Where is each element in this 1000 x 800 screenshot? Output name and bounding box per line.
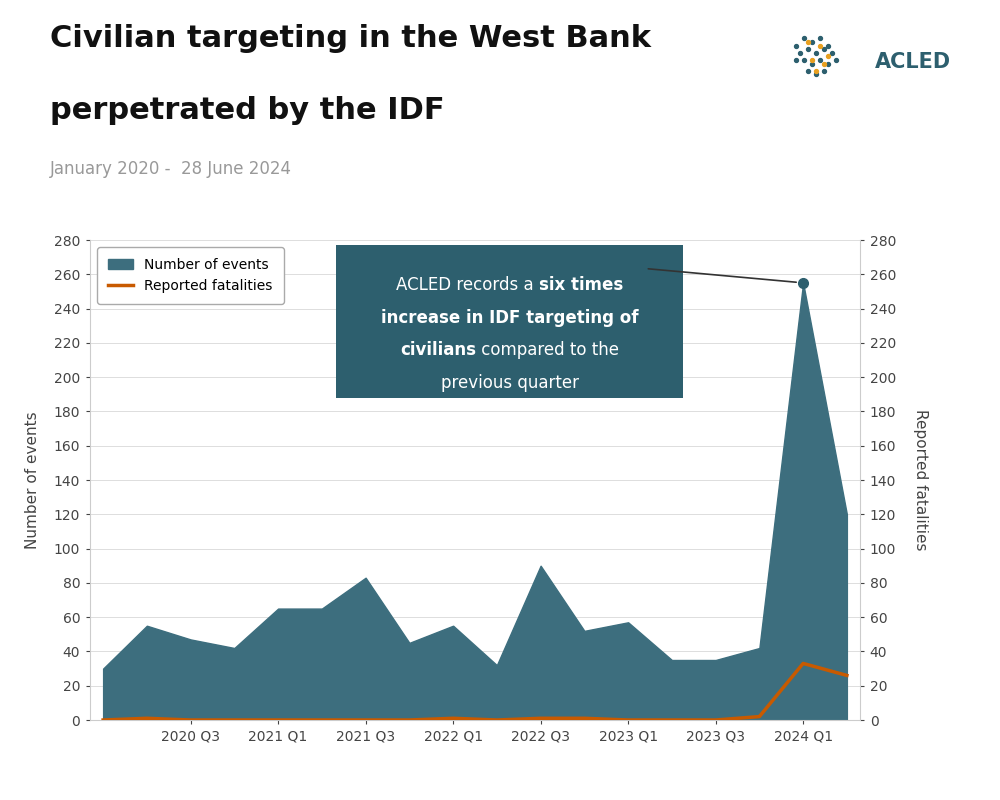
Point: [788, 39, 804, 52]
Point: [816, 42, 832, 56]
Y-axis label: Number of events: Number of events: [25, 411, 40, 549]
Text: increase in IDF targeting of: increase in IDF targeting of: [381, 309, 638, 326]
Point: [800, 35, 816, 48]
Point: [816, 58, 832, 70]
Point: [800, 42, 816, 56]
Point: [804, 58, 820, 70]
Text: ACLED records a: ACLED records a: [396, 276, 539, 294]
Text: civilians: civilians: [400, 342, 476, 359]
Text: Civilian targeting in the West Bank: Civilian targeting in the West Bank: [50, 24, 651, 53]
Y-axis label: Reported fatalities: Reported fatalities: [913, 410, 928, 550]
Text: January 2020 -  28 June 2024: January 2020 - 28 June 2024: [50, 160, 292, 178]
Point: [804, 35, 820, 48]
Point: [788, 54, 804, 66]
Point: [812, 39, 828, 52]
Point: [792, 46, 808, 59]
Point: [796, 32, 812, 45]
Text: ACLED: ACLED: [875, 52, 951, 72]
Legend: Number of events, Reported fatalities: Number of events, Reported fatalities: [97, 247, 284, 304]
Point: [820, 58, 836, 70]
Point: [820, 39, 836, 52]
Text: compared to the: compared to the: [476, 342, 619, 359]
Point: [796, 54, 812, 66]
Text: six times: six times: [539, 276, 623, 294]
FancyBboxPatch shape: [336, 245, 683, 398]
Point: [808, 46, 824, 59]
Text: perpetrated by the IDF: perpetrated by the IDF: [50, 96, 445, 125]
Point: [804, 54, 820, 66]
Point: [808, 68, 824, 81]
Point: [828, 54, 844, 66]
Point: [820, 50, 836, 63]
Point: [808, 64, 824, 77]
Point: [816, 64, 832, 77]
Point: [812, 54, 828, 66]
Text: previous quarter: previous quarter: [441, 374, 579, 392]
Point: [812, 32, 828, 45]
Point: [824, 46, 840, 59]
Point: [800, 64, 816, 77]
